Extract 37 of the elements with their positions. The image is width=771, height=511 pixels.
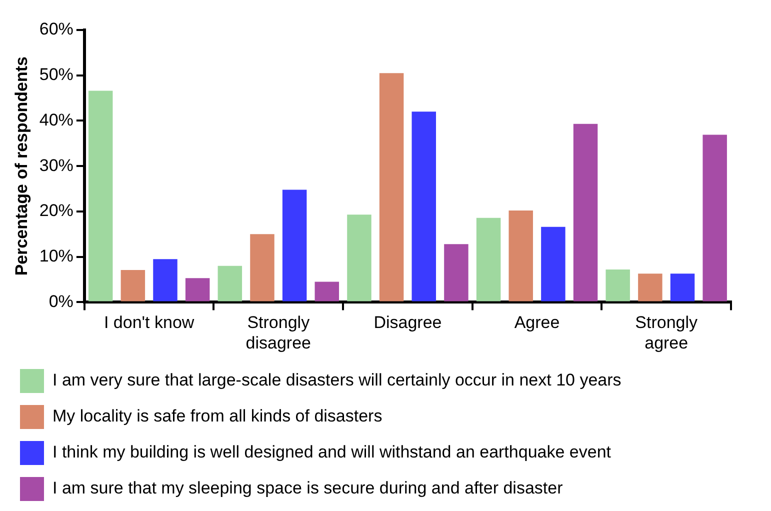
bar [508,210,533,302]
bar [541,226,566,302]
y-tick-label: 60% [39,20,74,39]
legend-label: I think my building is well designed and will withstand an earthquake event [52,442,612,462]
y-tick-label: 50% [39,65,74,84]
bar [606,270,630,302]
bar [379,73,404,302]
bar [670,274,695,302]
y-tick-label: 0% [48,292,74,311]
bar [314,282,340,302]
bar [347,214,372,302]
y-axis-title: Percentage of respondents [12,56,31,276]
bar [218,266,242,302]
y-tick-label: 10% [39,246,74,266]
legend-label: My locality is safe from all kinds of disasters [52,406,382,426]
x-tick-label: Strongly agree [635,313,698,352]
bar [476,218,501,302]
legend-label: I am very sure that large-scale disasters will certainly occur in next 10 years [52,370,622,390]
y-tick-label: 30% [39,156,74,175]
bar [444,244,468,302]
bar [702,134,727,302]
x-tick-label: Strongly disagree [246,313,312,352]
bar [120,270,146,302]
bar [250,234,274,302]
bar [282,190,307,302]
bar [185,278,210,302]
legend-label: I am sure that my sleeping space is secure during and after disaster [52,478,564,498]
bar [573,124,598,302]
bar [88,90,113,302]
x-tick-label: Agree [514,313,560,332]
bar [412,112,436,302]
bar [153,259,178,302]
x-tick-label: I don't know [104,313,195,332]
y-tick-label: 40% [39,110,74,130]
bar [638,274,662,302]
y-tick-label: 20% [39,201,74,220]
x-tick-label: Disagree [374,313,442,332]
